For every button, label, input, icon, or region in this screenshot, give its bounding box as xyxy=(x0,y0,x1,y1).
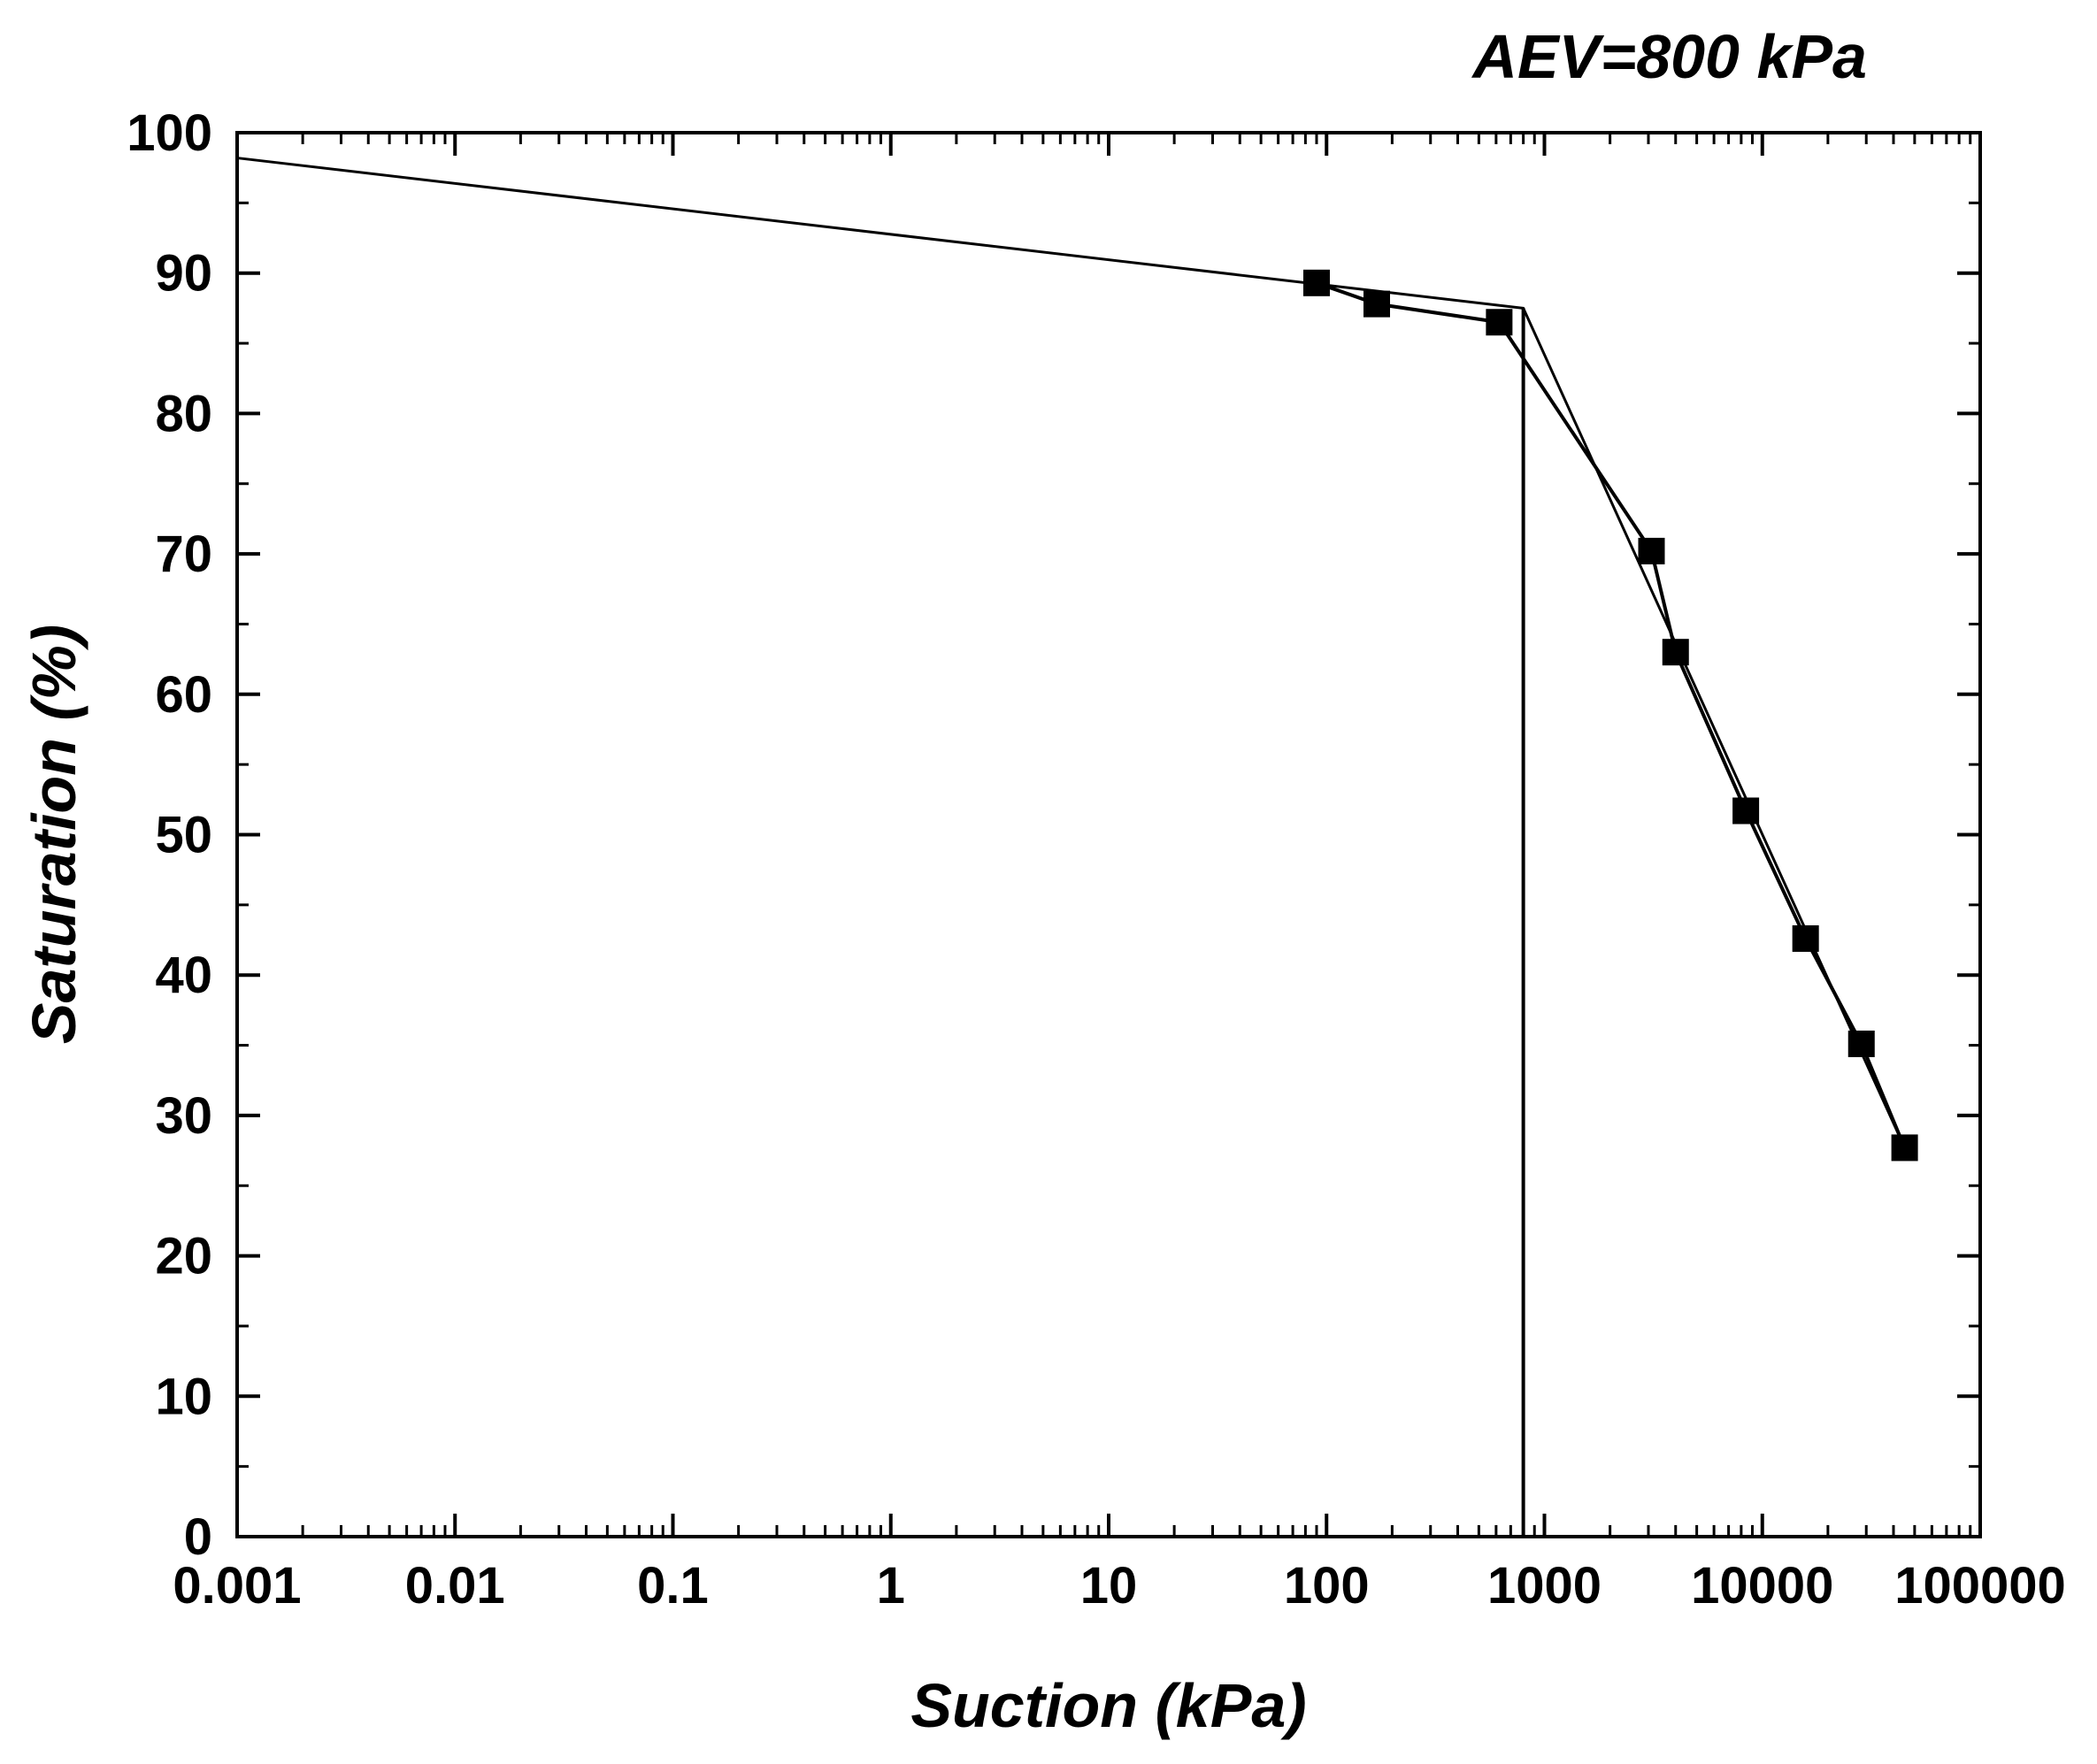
trend-line xyxy=(236,157,1906,1149)
labels-layer: 0.001 0.01 0.1 1 10 100 1000 10000 100000 0 10 20 30… xyxy=(127,104,2066,1614)
y-tick-label: 40 xyxy=(155,947,212,1004)
data-point xyxy=(1486,309,1513,336)
y-axis-title: Saturation (%) xyxy=(19,625,88,1044)
x-tick-label: 100 xyxy=(1284,1557,1370,1614)
y-tick-label: 20 xyxy=(155,1228,212,1285)
y-tick-label: 70 xyxy=(155,525,212,583)
y-tick-label: 10 xyxy=(155,1368,212,1425)
x-tick-label: 0.001 xyxy=(173,1557,301,1614)
data-point xyxy=(1847,1030,1875,1057)
y-tick-label: 100 xyxy=(127,104,212,162)
y-tick-label: 60 xyxy=(155,666,212,724)
plot-frame xyxy=(235,131,1982,1538)
lines-layer xyxy=(236,157,1907,1537)
x-axis-title: Suction (kPa) xyxy=(910,1671,1306,1740)
y-tick-label: 80 xyxy=(155,385,212,442)
markers-layer xyxy=(1302,269,1918,1162)
ticks-layer xyxy=(235,131,1982,1538)
y-tick-label: 30 xyxy=(155,1087,212,1145)
y-tick-label: 0 xyxy=(184,1508,212,1566)
data-point xyxy=(1638,537,1665,564)
x-tick-label: 10 xyxy=(1080,1557,1138,1614)
aev-annotation: AEV=800 kPa xyxy=(1471,22,1867,91)
data-point xyxy=(1302,269,1330,296)
data-point xyxy=(1891,1134,1918,1162)
data-point xyxy=(1732,797,1760,824)
y-tick-label: 50 xyxy=(155,807,212,864)
x-tick-label: 1000 xyxy=(1487,1557,1602,1614)
x-tick-label: 0.1 xyxy=(637,1557,709,1614)
measured-series-line xyxy=(1316,280,1907,1149)
data-point xyxy=(1662,639,1689,666)
data-point xyxy=(1363,290,1390,318)
x-tick-label: 1 xyxy=(877,1557,905,1614)
x-tick-label: 100000 xyxy=(1894,1557,2066,1614)
x-tick-label: 0.01 xyxy=(405,1557,505,1614)
x-tick-label: 10000 xyxy=(1691,1557,1833,1614)
data-point xyxy=(1792,924,1819,952)
y-tick-label: 90 xyxy=(155,245,212,303)
